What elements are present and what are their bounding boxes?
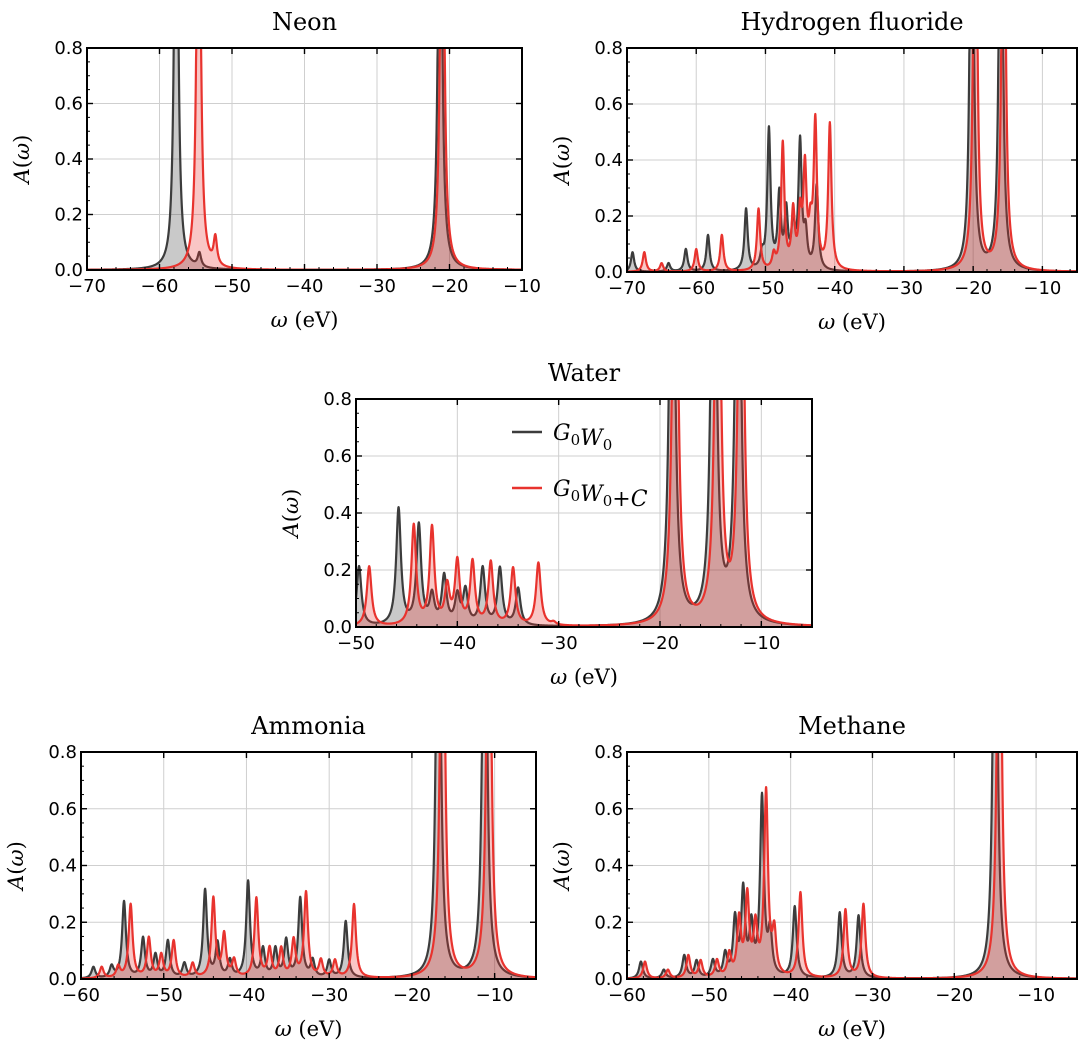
- x-tick-label: −20: [954, 278, 992, 299]
- y-tick-label: 0.4: [594, 856, 623, 877]
- x-tick-label: −70: [608, 278, 646, 299]
- x-tick-label: −40: [772, 985, 810, 1006]
- x-tick-label: −50: [337, 633, 375, 654]
- y-tick-label: 0.8: [323, 389, 352, 410]
- x-tick-label: −30: [853, 985, 891, 1006]
- legend-entry: G0W0: [553, 421, 612, 454]
- y-tick-label: 0.8: [594, 742, 623, 763]
- x-tick-label: −10: [1017, 985, 1055, 1006]
- series-area-g0w0: [87, 48, 522, 270]
- panel-methane: −60 −50 −40 −30 −20 −10 0.0 0.2 0.4 0.6 0.8 Methane…: [550, 712, 1078, 1041]
- y-axis-label: A(ω): [279, 489, 303, 540]
- x-tick-label: −30: [310, 985, 348, 1006]
- x-tick-label: −20: [935, 985, 973, 1006]
- series-area-g0w0-c: [627, 48, 1077, 272]
- panel-title: Methane: [798, 712, 906, 740]
- y-tick-label: 0.6: [48, 799, 77, 820]
- y-axis-label: A(ω): [10, 135, 34, 186]
- panel-title: Hydrogen fluoride: [740, 8, 963, 36]
- legend: G0W0 G0W0+C: [512, 421, 648, 512]
- panel-water: −50 −40 −30 −20 −10 0.0 0.2 0.4 0.6 0.8 Water ω (eV…: [279, 359, 813, 689]
- x-tick-label: −10: [503, 276, 541, 297]
- x-tick-label: −10: [1023, 278, 1061, 299]
- x-tick-label: −50: [690, 985, 728, 1006]
- x-axis-label: ω (eV): [275, 1017, 343, 1041]
- y-tick-label: 0.2: [594, 912, 623, 933]
- y-tick-label: 0.6: [54, 94, 83, 115]
- series-area-g0w0-c: [627, 752, 1077, 979]
- y-tick-label: 0.6: [594, 94, 623, 115]
- y-tick-label: 0.2: [594, 206, 623, 227]
- y-tick-label: 0.8: [48, 742, 77, 763]
- y-tick-label: 0.0: [594, 969, 623, 990]
- series-area-g0w0-c: [81, 752, 536, 979]
- y-axis-label: A(ω): [550, 136, 574, 187]
- x-axis-label: ω (eV): [818, 310, 886, 334]
- y-tick-label: 0.8: [594, 38, 623, 59]
- y-axis-label: A(ω): [550, 841, 574, 892]
- y-tick-label: 0.0: [54, 260, 83, 281]
- series-area-g0w0: [627, 752, 1077, 979]
- series-line-g0w0: [627, 752, 1077, 979]
- y-tick-label: 0.2: [323, 560, 352, 581]
- y-tick-label: 0.4: [323, 503, 352, 524]
- series-line-g0w0-c: [627, 752, 1077, 979]
- y-tick-label: 0.4: [54, 149, 83, 170]
- panel-hydrogen-fluoride: −70 −60 −50 −40 −30 −20 −10 0.0 0.2 0.4 0.6 0.8 Hydr…: [550, 8, 1078, 334]
- y-tick-label: 0.8: [54, 38, 83, 59]
- x-tick-label: −30: [540, 633, 578, 654]
- x-tick-label: −60: [62, 985, 100, 1006]
- panel-neon: −70 −60 −50 −40 −30 −20 −10 0.0 0.2 0.4 0.6 0.8 Neon…: [10, 8, 541, 332]
- series-area-g0w0: [356, 399, 812, 627]
- x-axis-label: ω (eV): [550, 665, 618, 689]
- legend-entry: G0W0+C: [553, 477, 648, 512]
- x-axis-label: ω (eV): [818, 1017, 886, 1041]
- panel-title: Ammonia: [250, 712, 366, 740]
- x-tick-label: −40: [816, 278, 854, 299]
- x-tick-label: −50: [145, 985, 183, 1006]
- x-axis-label: ω (eV): [271, 308, 339, 332]
- y-tick-label: 0.0: [48, 969, 77, 990]
- panel-title: Neon: [272, 8, 337, 36]
- x-tick-label: −50: [746, 278, 784, 299]
- series-line-g0w0-c: [81, 752, 536, 979]
- x-tick-label: −30: [358, 276, 396, 297]
- series-line-g0w0: [81, 752, 536, 979]
- x-tick-label: −20: [393, 985, 431, 1006]
- y-tick-label: 0.6: [594, 799, 623, 820]
- series-area-g0w0-c: [356, 399, 812, 627]
- panel-ammonia: −60 −50 −40 −30 −20 −10 0.0 0.2 0.4 0.6 0.8 Ammonia…: [4, 712, 537, 1041]
- x-tick-label: −20: [641, 633, 679, 654]
- x-tick-label: −60: [608, 985, 646, 1006]
- y-tick-label: 0.6: [323, 446, 352, 467]
- y-tick-label: 0.4: [594, 150, 623, 171]
- y-tick-label: 0.2: [48, 912, 77, 933]
- panel-title: Water: [548, 359, 621, 387]
- x-tick-label: −60: [677, 278, 715, 299]
- y-tick-label: 0.0: [323, 617, 352, 638]
- x-tick-label: −70: [68, 276, 106, 297]
- y-axis-label: A(ω): [4, 841, 28, 892]
- x-tick-label: −10: [742, 633, 780, 654]
- y-tick-label: 0.0: [594, 262, 623, 283]
- x-tick-label: −20: [431, 276, 469, 297]
- series-line-g0w0-c: [627, 48, 1077, 272]
- x-tick-label: −40: [438, 633, 476, 654]
- x-tick-label: −10: [476, 985, 514, 1006]
- x-tick-label: −30: [885, 278, 923, 299]
- y-tick-label: 0.2: [54, 205, 83, 226]
- x-tick-label: −40: [227, 985, 265, 1006]
- x-tick-label: −40: [286, 276, 324, 297]
- x-tick-label: −50: [213, 276, 251, 297]
- series-line-g0w0-c: [356, 399, 812, 627]
- x-tick-label: −60: [141, 276, 179, 297]
- y-tick-label: 0.4: [48, 856, 77, 877]
